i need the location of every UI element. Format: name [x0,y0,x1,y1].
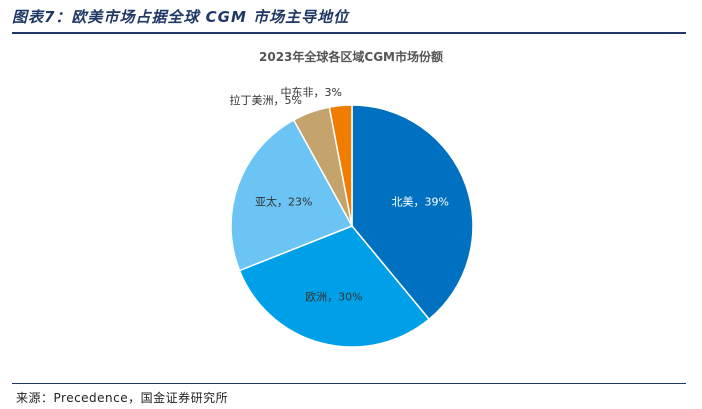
pie-slices [230,104,474,348]
figure-title: 图表7：欧美市场占据全球 CGM 市场主导地位 [12,8,350,26]
pie-slice-4 [328,104,353,227]
pie-slice-0 [351,104,474,321]
slice-label-1: 欧洲，30% [305,290,362,303]
top-rule [12,32,686,34]
slice-label-2: 亚太，23% [255,195,312,208]
pie-labels: 北美，39% 欧洲，30% 亚太，23% 拉丁美洲，5%中东非，3% [230,86,449,303]
bottom-rule [12,383,686,384]
pie-slice-2 [230,118,354,272]
slice-label-4: 中东非，3% [281,86,342,99]
slice-label-0: 北美，39% [392,195,449,208]
chart-title: 2023年全球各区域CGM市场份额 [259,49,443,64]
slice-label-3: 拉丁美洲，5% [230,93,302,107]
pie-slice-1 [238,225,431,348]
source-note: 来源：Precedence，国金证券研究所 [16,391,229,405]
